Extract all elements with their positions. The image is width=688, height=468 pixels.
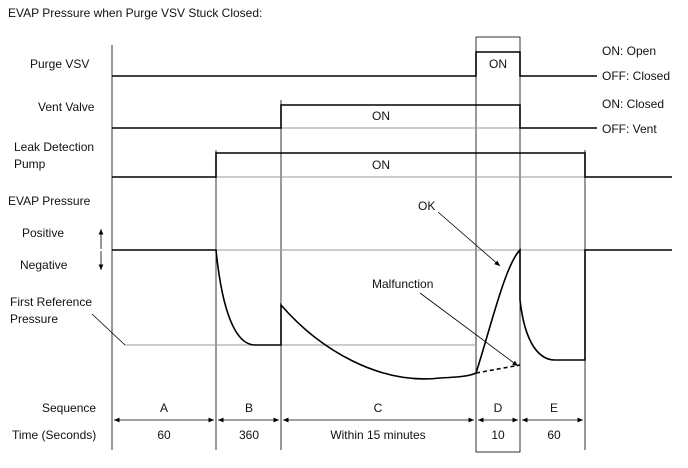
malfunction-trace xyxy=(475,364,521,374)
on-label: ON xyxy=(372,158,390,172)
row-texts: A B C D E 60 360 Within 15 minutes 10 60 xyxy=(157,401,561,442)
sequence-cell: A xyxy=(160,401,168,415)
time-cell: 360 xyxy=(239,428,259,442)
positive-label: Positive xyxy=(22,226,64,240)
vent-trace xyxy=(112,104,597,129)
time-cell: Within 15 minutes xyxy=(330,428,425,442)
state-label: ON: Open xyxy=(602,44,656,58)
sequence-cell: B xyxy=(245,401,253,415)
signal-label: Pump xyxy=(14,157,46,171)
on-label: ON xyxy=(489,57,507,71)
ok-label: OK xyxy=(418,199,435,213)
time-label: Time (Seconds) xyxy=(12,428,96,442)
malfunction-label: Malfunction xyxy=(372,277,433,291)
sequence-label: Sequence xyxy=(42,401,96,415)
state-label: OFF: Closed xyxy=(602,69,670,83)
time-cell: 60 xyxy=(157,428,171,442)
signal-label: Purge VSV xyxy=(30,57,89,71)
pressure-trace xyxy=(112,248,672,380)
sequence-cell: C xyxy=(374,401,383,415)
sequence-cell: E xyxy=(550,401,558,415)
negative-label: Negative xyxy=(20,258,68,272)
state-label: ON: Closed xyxy=(602,97,664,111)
title: EVAP Pressure when Purge VSV Stuck Close… xyxy=(8,6,262,20)
on-label: ON xyxy=(372,109,390,123)
reference-label: First Reference xyxy=(10,295,92,309)
time-cell: 60 xyxy=(547,428,561,442)
pump-trace xyxy=(112,152,672,178)
state-label: OFF: Vent xyxy=(602,122,657,136)
signal-label: Vent Valve xyxy=(38,100,95,114)
pressure-label: EVAP Pressure xyxy=(8,194,91,208)
sequence-cell: D xyxy=(494,401,503,415)
time-cell: 10 xyxy=(491,428,505,442)
purge-trace xyxy=(112,51,597,77)
signal-label: Leak Detection xyxy=(14,140,94,154)
reference-label: Pressure xyxy=(10,312,58,326)
frame xyxy=(111,36,586,453)
